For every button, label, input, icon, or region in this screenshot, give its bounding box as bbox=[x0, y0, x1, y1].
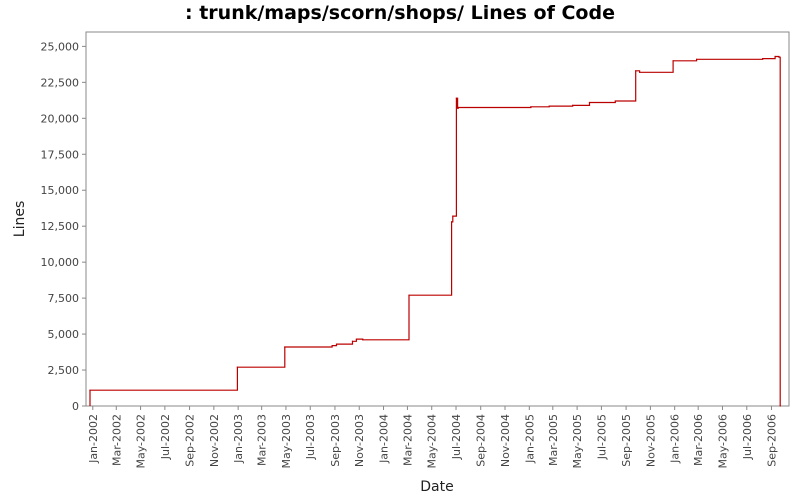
y-tick-label: 2,500 bbox=[48, 364, 80, 377]
data-point bbox=[614, 100, 616, 102]
y-tick-label: 5,000 bbox=[48, 328, 80, 341]
data-point bbox=[530, 106, 532, 108]
data-point bbox=[774, 55, 776, 58]
data-point bbox=[779, 405, 781, 407]
x-tick-label: May-2002 bbox=[135, 414, 148, 469]
x-tick-label: Nov-2004 bbox=[499, 414, 512, 467]
x-tick-label: Nov-2002 bbox=[208, 414, 221, 467]
x-tick-label: May-2006 bbox=[716, 414, 729, 469]
x-tick-label: May-2005 bbox=[571, 414, 584, 469]
data-point bbox=[548, 105, 550, 107]
y-tick-label: 0 bbox=[72, 400, 79, 413]
x-tick-label: Mar-2005 bbox=[547, 414, 560, 466]
data-point bbox=[762, 58, 764, 60]
x-tick-label: Jan-2004 bbox=[378, 414, 391, 464]
y-tick-label: 12,500 bbox=[41, 220, 80, 233]
data-point bbox=[639, 71, 641, 73]
data-point bbox=[331, 344, 333, 347]
data-point bbox=[588, 101, 591, 104]
y-tick-label: 17,500 bbox=[41, 148, 80, 161]
x-tick-label: Nov-2003 bbox=[353, 414, 366, 467]
x-tick-label: Sep-2005 bbox=[620, 414, 633, 467]
x-tick-label: Jul-2002 bbox=[159, 414, 172, 460]
data-point bbox=[355, 338, 358, 340]
data-point bbox=[778, 56, 780, 58]
data-point bbox=[451, 221, 453, 223]
y-axis: 0 2,500 5,000 7,500 10,000 12,500 15,000 17,500… bbox=[41, 40, 86, 413]
x-axis: Jan-2002 Mar-2002 May-2002 Jul-2002 Sep-2002… bbox=[87, 406, 778, 469]
data-point bbox=[335, 343, 338, 345]
x-tick-label: May-2004 bbox=[426, 414, 439, 469]
chart-title: : trunk/maps/scorn/shops/ Lines of Code bbox=[185, 2, 615, 24]
y-tick-label: 15,000 bbox=[41, 184, 80, 197]
x-tick-label: Sep-2003 bbox=[329, 414, 342, 467]
y-tick-label: 22,500 bbox=[41, 76, 80, 89]
x-tick-label: Jul-2005 bbox=[595, 414, 608, 460]
x-tick-label: Jan-2006 bbox=[669, 414, 682, 464]
x-tick-label: Jul-2006 bbox=[741, 414, 754, 460]
data-point bbox=[457, 107, 459, 109]
x-tick-label: Sep-2004 bbox=[475, 414, 488, 467]
data-point bbox=[672, 60, 674, 62]
x-tick-label: Jan-2003 bbox=[232, 414, 245, 464]
data-point bbox=[408, 294, 410, 296]
x-tick-label: Jan-2002 bbox=[87, 414, 100, 464]
x-tick-label: Mar-2004 bbox=[401, 414, 414, 466]
data-point bbox=[236, 366, 238, 368]
x-tick-label: Mar-2003 bbox=[256, 414, 269, 466]
data-point bbox=[452, 215, 454, 217]
x-tick-label: Nov-2005 bbox=[644, 414, 657, 467]
data-point bbox=[695, 58, 698, 60]
x-tick-label: Mar-2006 bbox=[692, 414, 705, 466]
data-point bbox=[455, 97, 458, 99]
data-point bbox=[284, 346, 286, 348]
data-point bbox=[635, 70, 637, 72]
y-tick-label: 7,500 bbox=[48, 292, 80, 305]
data-point bbox=[572, 104, 574, 106]
x-axis-label: Date bbox=[420, 479, 453, 495]
y-axis-label: Lines bbox=[12, 201, 28, 237]
x-tick-label: Mar-2002 bbox=[110, 414, 123, 466]
x-tick-label: Jul-2003 bbox=[304, 414, 317, 460]
data-point bbox=[89, 389, 91, 391]
x-tick-label: Sep-2002 bbox=[184, 414, 197, 467]
x-tick-label: Jan-2005 bbox=[523, 414, 536, 464]
data-point bbox=[457, 106, 460, 109]
plot-area bbox=[85, 31, 790, 407]
x-tick-label: Jul-2004 bbox=[450, 414, 463, 460]
x-tick-label: Sep-2006 bbox=[765, 414, 778, 467]
y-tick-label: 10,000 bbox=[41, 256, 80, 269]
plot-series bbox=[89, 55, 781, 407]
data-point bbox=[362, 339, 364, 341]
x-tick-label: May-2003 bbox=[280, 414, 293, 469]
data-point bbox=[351, 340, 354, 342]
y-tick-label: 20,000 bbox=[41, 112, 80, 125]
y-tick-label: 25,000 bbox=[41, 40, 80, 53]
